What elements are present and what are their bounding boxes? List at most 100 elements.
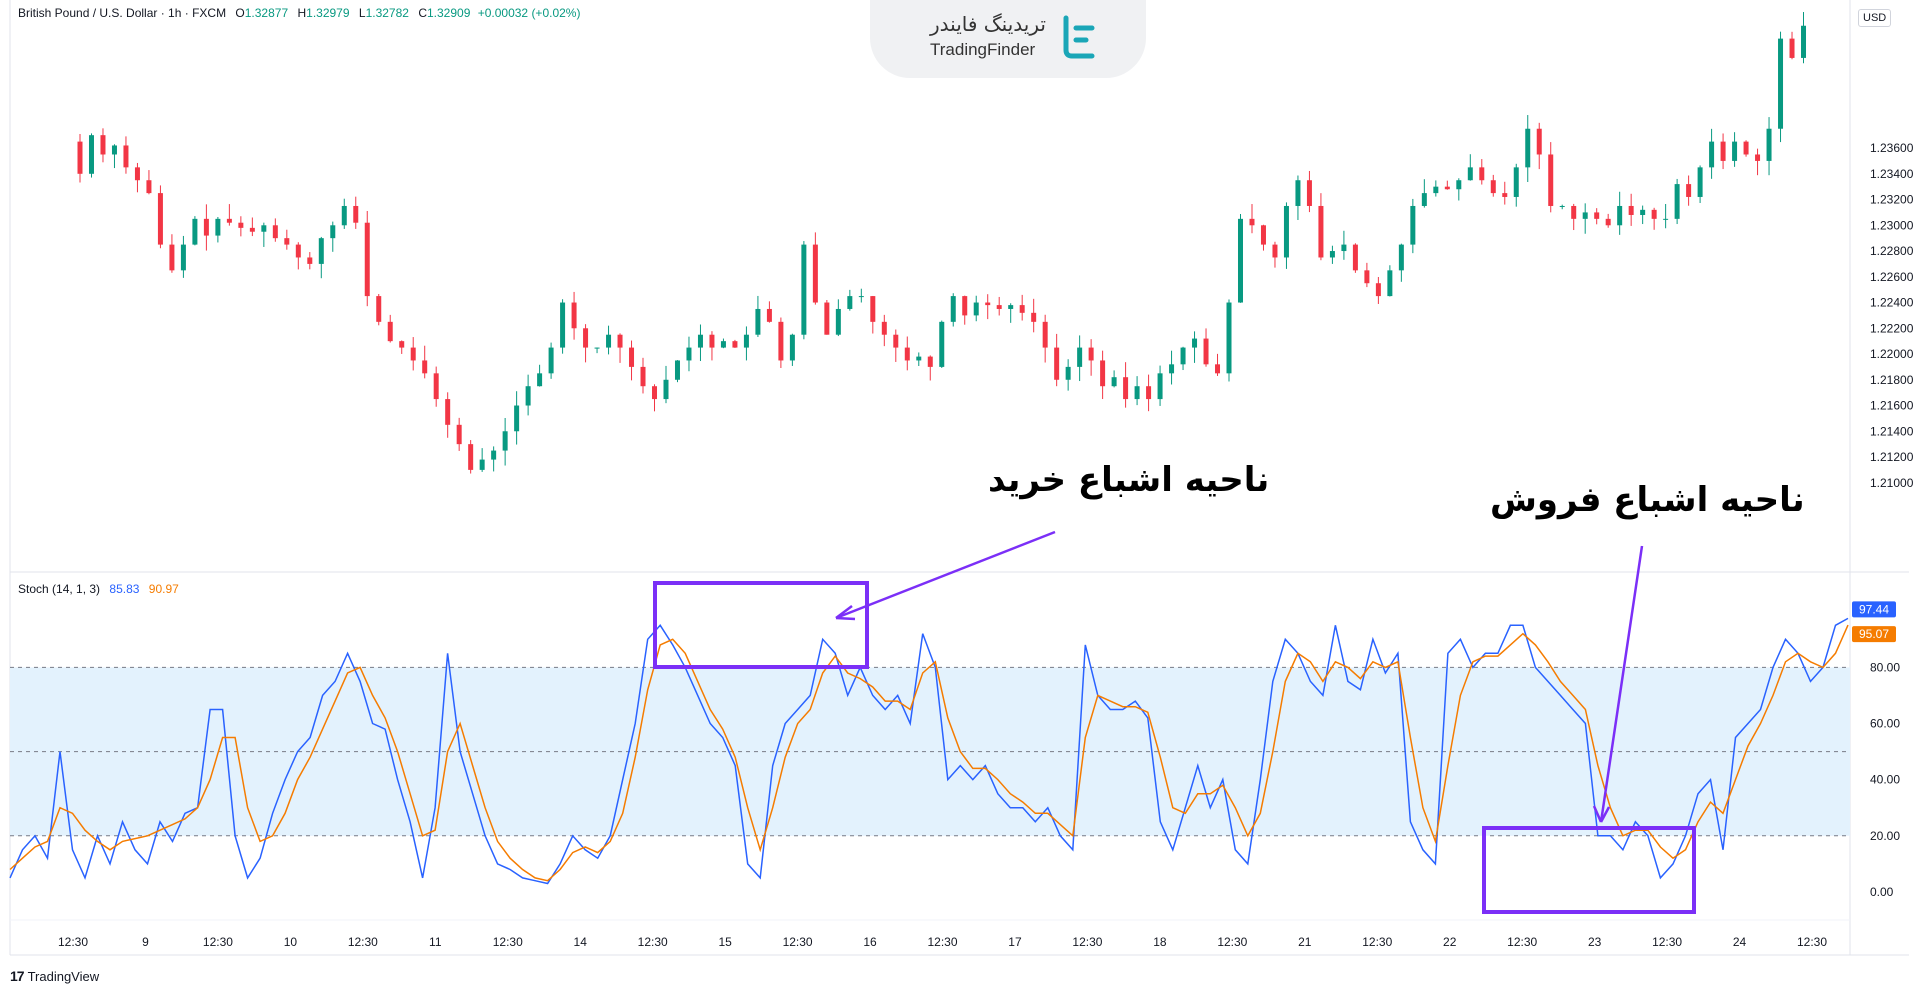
stoch-k-price-tag <box>1852 601 1896 618</box>
candle-body <box>973 302 979 316</box>
time-tick-label: 12:30 <box>1507 935 1537 949</box>
candle-body <box>1410 205 1416 245</box>
stoch-d-price-tag <box>1852 626 1896 643</box>
candle-body <box>514 405 520 432</box>
candle-body <box>548 347 554 374</box>
candle-body <box>847 296 853 309</box>
candle-body <box>1192 338 1198 348</box>
candles-layer <box>77 12 1807 474</box>
price-tick-label: 1.23000 <box>1870 218 1914 232</box>
candle-body <box>410 347 416 361</box>
candle-body <box>583 328 589 348</box>
candle-body <box>1479 167 1485 181</box>
time-tick-label: 9 <box>142 935 149 949</box>
candle-body <box>652 386 658 400</box>
stoch-label[interactable]: Stoch (14, 1, 3) <box>18 582 101 596</box>
candle-body <box>1077 347 1083 367</box>
candle-body <box>1352 244 1358 271</box>
candle-body <box>1778 38 1784 129</box>
price-pane[interactable] <box>10 0 1850 572</box>
candle-body <box>111 145 117 155</box>
candle-body <box>1766 128 1772 161</box>
candle-body <box>1674 184 1680 219</box>
overbought-arrow <box>835 530 1056 620</box>
candle-body <box>203 218 209 236</box>
low-label: L <box>358 6 366 20</box>
candle-body <box>1536 128 1542 155</box>
candle-body <box>1169 364 1175 374</box>
time-tick-label: 12:30 <box>1217 935 1247 949</box>
time-tick-label: 12:30 <box>1362 935 1392 949</box>
time-tick-label: 12:30 <box>58 935 88 949</box>
candle-body <box>1571 205 1577 219</box>
time-tick-label: 12:30 <box>203 935 233 949</box>
price-tick-label: 1.23600 <box>1870 141 1914 155</box>
candle-body <box>77 141 83 174</box>
price-tick-label: 1.22200 <box>1870 321 1914 335</box>
price-tick-label: 1.21400 <box>1870 424 1914 438</box>
candle-body <box>1054 347 1060 380</box>
price-tick-label: 1.21000 <box>1870 476 1914 490</box>
candle-body <box>1375 283 1381 297</box>
price-tick-label: 1.23400 <box>1870 167 1914 181</box>
candle-body <box>560 302 566 348</box>
candle-body <box>916 356 922 361</box>
candle-body <box>1663 218 1669 220</box>
candle-body <box>1111 377 1117 387</box>
time-tick-label: 22 <box>1443 935 1457 949</box>
price-tick-label: 1.21200 <box>1870 450 1914 464</box>
currency-button[interactable]: USD <box>1858 9 1892 27</box>
symbol-label[interactable]: British Pound / U.S. Dollar · 1h · FXCM <box>18 6 227 20</box>
candle-body <box>479 459 485 470</box>
candle-body <box>192 218 198 245</box>
oversold-note: ناحیه اشباع فروش <box>1490 480 1805 520</box>
time-tick-label: 16 <box>863 935 877 949</box>
candle-body <box>1341 244 1347 252</box>
candle-body <box>1180 347 1186 365</box>
candle-body <box>537 373 543 387</box>
stoch-k-value: 85.83 <box>109 582 140 596</box>
candle-body <box>1387 270 1393 297</box>
candle-body <box>1421 193 1427 206</box>
stoch-tick-label: 80.00 <box>1870 660 1900 674</box>
candle-body <box>491 450 497 460</box>
oversold-arrow <box>1599 545 1644 823</box>
candle-body <box>1651 209 1657 219</box>
time-tick-label: 12:30 <box>927 935 957 949</box>
candle-body <box>835 308 841 335</box>
candle-body <box>261 225 267 232</box>
candle-body <box>617 334 623 348</box>
candle-body <box>123 145 129 168</box>
time-tick-label: 14 <box>574 935 588 949</box>
candle-body <box>1226 302 1232 374</box>
candle-body <box>1709 141 1715 168</box>
price-tick-label: 1.22800 <box>1870 244 1914 258</box>
candle-body <box>1203 338 1209 365</box>
change-value: +0.00032 (+0.02%) <box>477 6 581 20</box>
overbought-arrowhead <box>835 605 856 621</box>
candle-body <box>387 321 393 342</box>
stoch-d-value: 90.97 <box>148 582 179 596</box>
tradingview-logo-icon: 17 <box>10 968 25 984</box>
candle-body <box>1548 154 1554 206</box>
candle-body <box>1444 186 1450 190</box>
candle-body <box>720 341 726 348</box>
stoch-tick-label: 40.00 <box>1870 773 1900 787</box>
candle-body <box>376 296 382 322</box>
candle-body <box>1525 128 1531 168</box>
candle-body <box>456 424 462 445</box>
oversold-box <box>1482 826 1696 914</box>
candle-body <box>743 334 749 348</box>
candle-body <box>1306 180 1312 206</box>
candle-body <box>502 431 508 451</box>
tradingview-logo[interactable]: 17 TradingView <box>10 968 99 984</box>
candle-body <box>1743 141 1749 155</box>
candle-body <box>801 244 807 335</box>
candle-body <box>1720 141 1726 161</box>
stoch-k-line <box>9 617 1849 885</box>
time-tick-label: 23 <box>1588 935 1602 949</box>
time-tick-label: 12:30 <box>783 935 813 949</box>
candle-body <box>1283 205 1289 258</box>
